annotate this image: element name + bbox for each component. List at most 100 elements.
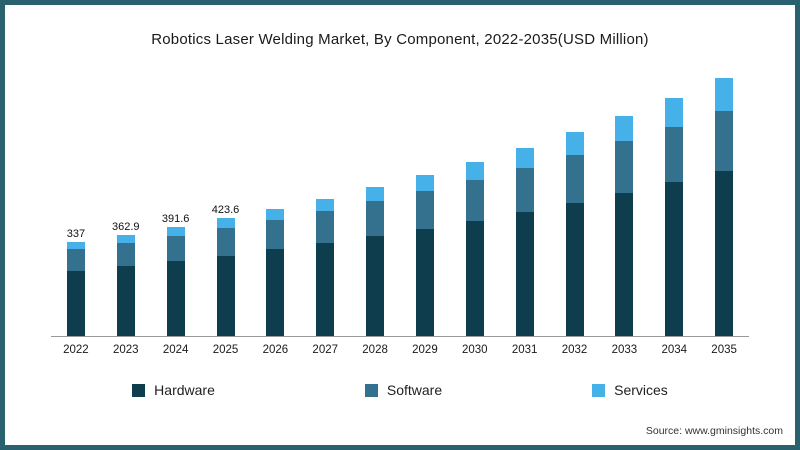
segment-software-2024: [166, 235, 185, 262]
bar-stack-2023: [116, 235, 135, 336]
bar-value-label-2022: 337: [66, 228, 86, 241]
segment-services-2031: [515, 147, 534, 168]
segment-hardware-2024: [166, 261, 185, 336]
bar-stack-2024: [166, 227, 185, 336]
segment-hardware-2034: [665, 182, 684, 336]
legend-label-services: Services: [614, 382, 668, 398]
bar-2022: 337: [51, 56, 101, 336]
segment-hardware-2030: [465, 220, 484, 336]
legend-item-hardware: Hardware: [132, 382, 215, 398]
bar-stack-2025: [216, 218, 235, 336]
bar-stack-2032: [565, 132, 584, 336]
segment-software-2022: [66, 249, 85, 271]
x-axis-line: [51, 336, 749, 337]
bar-value-label-2025: 423.6: [211, 204, 240, 217]
segment-software-2032: [565, 155, 584, 203]
bar-2027: [300, 56, 350, 336]
bar-2026: [250, 56, 300, 336]
segment-services-2026: [266, 208, 285, 220]
plot-area: 337 362.9 391.6 423.6 2022 2023 2024 2025 2026 2…: [51, 56, 749, 356]
bar-stack-2029: [415, 175, 434, 336]
segment-software-2025: [216, 228, 235, 256]
segment-hardware-2022: [66, 270, 85, 336]
bar-stack-2022: [66, 242, 85, 336]
x-tick-2029: 2029: [412, 344, 438, 356]
segment-hardware-2027: [316, 243, 335, 336]
segment-software-2026: [266, 219, 285, 250]
x-tick-2022: 2022: [63, 344, 89, 356]
bar-stack-2030: [465, 161, 484, 336]
x-tick-2035: 2035: [711, 344, 737, 356]
bar-2028: [350, 56, 400, 336]
bar-stack-2033: [615, 115, 634, 336]
legend-item-software: Software: [364, 382, 443, 398]
bar-2032: [550, 56, 600, 336]
segment-services-2022: [66, 242, 85, 250]
segment-software-2031: [515, 167, 534, 212]
bars-container: 337 362.9 391.6 423.6: [51, 56, 749, 336]
segment-services-2035: [715, 78, 734, 111]
x-tick-2032: 2032: [561, 344, 588, 356]
legend-item-services: Services: [592, 382, 668, 398]
segment-software-2033: [615, 141, 634, 193]
x-tick-2033: 2033: [611, 344, 638, 356]
bar-2035: [699, 56, 749, 336]
x-tick-2023: 2023: [112, 344, 139, 356]
bar-2029: [400, 56, 450, 336]
x-axis-ticks: 2022 2023 2024 2025 2026 2027 2028 2029 2030 2031…: [51, 344, 749, 356]
x-tick-2026: 2026: [262, 344, 289, 356]
legend-swatch-services-icon: [592, 383, 606, 397]
segment-hardware-2031: [515, 212, 534, 336]
segment-services-2034: [665, 97, 684, 127]
segment-hardware-2028: [366, 236, 385, 336]
x-tick-2031: 2031: [511, 344, 538, 356]
x-tick-2027: 2027: [312, 344, 339, 356]
segment-software-2034: [665, 126, 684, 183]
segment-services-2024: [166, 227, 185, 236]
chart-title: Robotics Laser Welding Market, By Compon…: [151, 31, 649, 48]
bar-2030: [450, 56, 500, 336]
chart-legend: Hardware Software Services: [5, 382, 795, 398]
bar-value-label-2023: 362.9: [112, 221, 140, 234]
segment-hardware-2035: [715, 170, 734, 336]
bar-2023: 362.9: [101, 56, 151, 336]
segment-hardware-2033: [615, 192, 634, 336]
bar-2024: 391.6: [151, 56, 201, 336]
legend-label-hardware: Hardware: [154, 382, 215, 398]
segment-hardware-2026: [266, 249, 285, 336]
bar-value-label-2024: 391.6: [161, 213, 190, 226]
segment-software-2030: [465, 179, 484, 221]
bar-stack-2028: [366, 187, 385, 336]
legend-label-software: Software: [386, 382, 443, 398]
bar-stack-2034: [665, 97, 684, 336]
x-tick-2030: 2030: [462, 344, 488, 356]
bar-2033: [599, 56, 649, 336]
x-tick-2034: 2034: [661, 344, 688, 356]
x-tick-2028: 2028: [362, 344, 388, 356]
bar-stack-2031: [515, 147, 534, 336]
segment-hardware-2023: [116, 266, 135, 336]
legend-swatch-hardware-icon: [132, 383, 146, 397]
bar-2031: [500, 56, 550, 336]
bar-2034: [649, 56, 699, 336]
segment-services-2030: [465, 161, 484, 180]
legend-swatch-software-icon: [364, 383, 378, 397]
segment-hardware-2029: [415, 228, 434, 336]
segment-services-2025: [216, 218, 235, 228]
segment-services-2027: [316, 198, 335, 211]
segment-software-2023: [116, 242, 135, 267]
segment-services-2032: [565, 132, 584, 156]
segment-services-2028: [366, 187, 385, 202]
segment-software-2035: [715, 110, 734, 171]
segment-hardware-2025: [216, 255, 235, 336]
source-text: Source: www.gminsights.com: [645, 425, 783, 437]
segment-software-2028: [366, 201, 385, 237]
segment-hardware-2032: [565, 202, 584, 336]
bar-stack-2026: [266, 208, 285, 336]
segment-services-2029: [415, 175, 434, 191]
x-tick-2025: 2025: [212, 344, 239, 356]
bar-2025: 423.6: [201, 56, 251, 336]
x-tick-2024: 2024: [162, 344, 189, 356]
segment-services-2023: [116, 235, 135, 243]
